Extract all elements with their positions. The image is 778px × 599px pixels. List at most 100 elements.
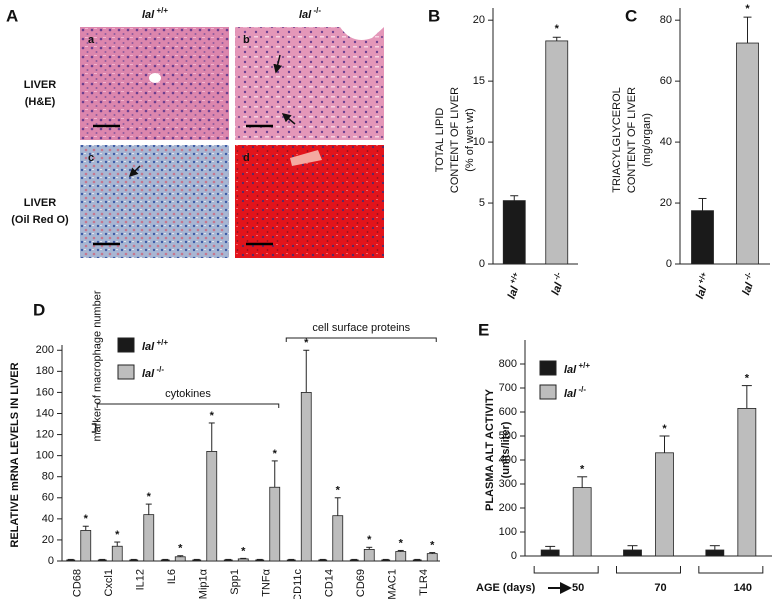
y-tick-label: 20 — [473, 14, 485, 26]
column-heading: lal -/- — [299, 6, 321, 21]
x-tick-label: CD69 — [355, 569, 367, 597]
y-tick-label: 0 — [666, 258, 672, 270]
panel-a — [80, 27, 384, 258]
significance: * — [662, 423, 667, 435]
micrograph — [80, 27, 229, 140]
image-label: a — [88, 34, 95, 46]
y-tick-label: 200 — [499, 502, 517, 514]
bar — [66, 559, 76, 562]
y-tick-label: 100 — [499, 526, 517, 538]
vessel — [340, 27, 384, 40]
x-tick-label: 70 — [654, 582, 666, 594]
x-tick-label: Spp1 — [229, 569, 241, 595]
legend-swatch — [117, 364, 135, 380]
bar — [412, 559, 422, 562]
x-tick-label: TLR4 — [418, 569, 430, 596]
y-tick-label: 0 — [479, 258, 485, 270]
y-tick-label: 60 — [42, 492, 54, 504]
group-label: cell surface proteins — [312, 322, 410, 334]
group-bracket — [96, 403, 280, 408]
significance: * — [115, 529, 120, 541]
significance: * — [178, 543, 183, 555]
x-tick-label: lal -/- — [547, 271, 569, 297]
y-axis-label: RELATIVE mRNA LEVELS IN LIVER — [9, 362, 21, 547]
y-tick-label: 0 — [48, 555, 54, 567]
row-label: (Oil Red O) — [11, 214, 69, 226]
significance: * — [399, 537, 404, 549]
bar — [332, 515, 344, 562]
y-tick-label: 400 — [499, 454, 517, 466]
y-axis-label: (mg/organ) — [641, 113, 653, 167]
bar — [174, 556, 186, 562]
x-tick-label: Mip1α — [198, 568, 210, 599]
x-tick-label: 140 — [734, 582, 752, 594]
bar — [206, 451, 218, 562]
y-axis-label: CONTENT OF LIVER — [449, 87, 461, 193]
bar — [623, 549, 642, 557]
arrow — [128, 165, 141, 178]
bar — [395, 551, 407, 562]
significance: * — [745, 373, 750, 385]
panel-label: A — [6, 6, 18, 25]
bar — [545, 40, 569, 265]
bar — [143, 514, 155, 562]
x-tick-label: IL6 — [166, 569, 178, 584]
bar — [736, 42, 759, 265]
row-label: (H&E) — [25, 96, 56, 108]
x-tick-label: TNFα — [261, 568, 273, 596]
y-tick-label: 800 — [499, 358, 517, 370]
group-label: cytokines — [165, 388, 211, 400]
y-tick-label: 40 — [660, 136, 672, 148]
bar — [540, 549, 560, 557]
y-axis-label: (% of wet wt) — [464, 108, 476, 172]
y-tick-label: 80 — [660, 14, 672, 26]
y-tick-label: 60 — [660, 75, 672, 87]
row-label: LIVER — [24, 197, 56, 209]
annotation: marker of macrophage number — [92, 290, 104, 441]
x-tick-label: lal +/+ — [503, 271, 526, 301]
bar — [160, 559, 170, 562]
image-label: c — [88, 152, 94, 164]
bar — [349, 559, 359, 562]
bar — [381, 559, 391, 562]
y-tick-label: 600 — [499, 406, 517, 418]
panel-label: B — [428, 6, 440, 25]
y-tick-label: 5 — [479, 197, 485, 209]
panel-label: C — [625, 6, 637, 25]
x-tick-label: 50 — [572, 582, 584, 594]
y-tick-label: 500 — [499, 430, 517, 442]
significance: * — [241, 545, 246, 557]
y-tick-label: 80 — [42, 471, 54, 483]
bar — [300, 392, 312, 562]
bar — [97, 559, 107, 562]
image-label: b — [243, 34, 250, 46]
vessel — [290, 150, 322, 166]
x-tick-label: CD68 — [72, 569, 84, 597]
x-tick-label: Cxcl1 — [103, 569, 115, 597]
panel-label: D — [33, 300, 45, 319]
bar — [572, 487, 592, 557]
y-axis-label: (units/liter) — [500, 421, 512, 478]
legend-label: lal +/+ — [564, 361, 590, 376]
legend-label: lal +/+ — [142, 338, 168, 353]
bar — [129, 559, 139, 562]
bar — [655, 452, 674, 557]
group-bracket — [616, 566, 681, 574]
bar — [80, 530, 92, 562]
bar — [363, 549, 375, 562]
significance: * — [273, 448, 278, 460]
significance: * — [84, 513, 89, 525]
y-tick-label: 20 — [42, 534, 54, 546]
significance: * — [430, 539, 435, 551]
bar — [502, 200, 526, 265]
y-tick-label: 10 — [473, 136, 485, 148]
x-axis-label: AGE (days) — [476, 582, 536, 594]
arrow — [281, 113, 296, 125]
y-axis-label: TOTAL LIPID — [434, 108, 446, 173]
column-heading: lal +/+ — [142, 6, 168, 21]
vessel — [149, 73, 161, 83]
bar — [318, 559, 328, 562]
significance: * — [745, 3, 750, 15]
legend-label: lal -/- — [142, 365, 164, 380]
